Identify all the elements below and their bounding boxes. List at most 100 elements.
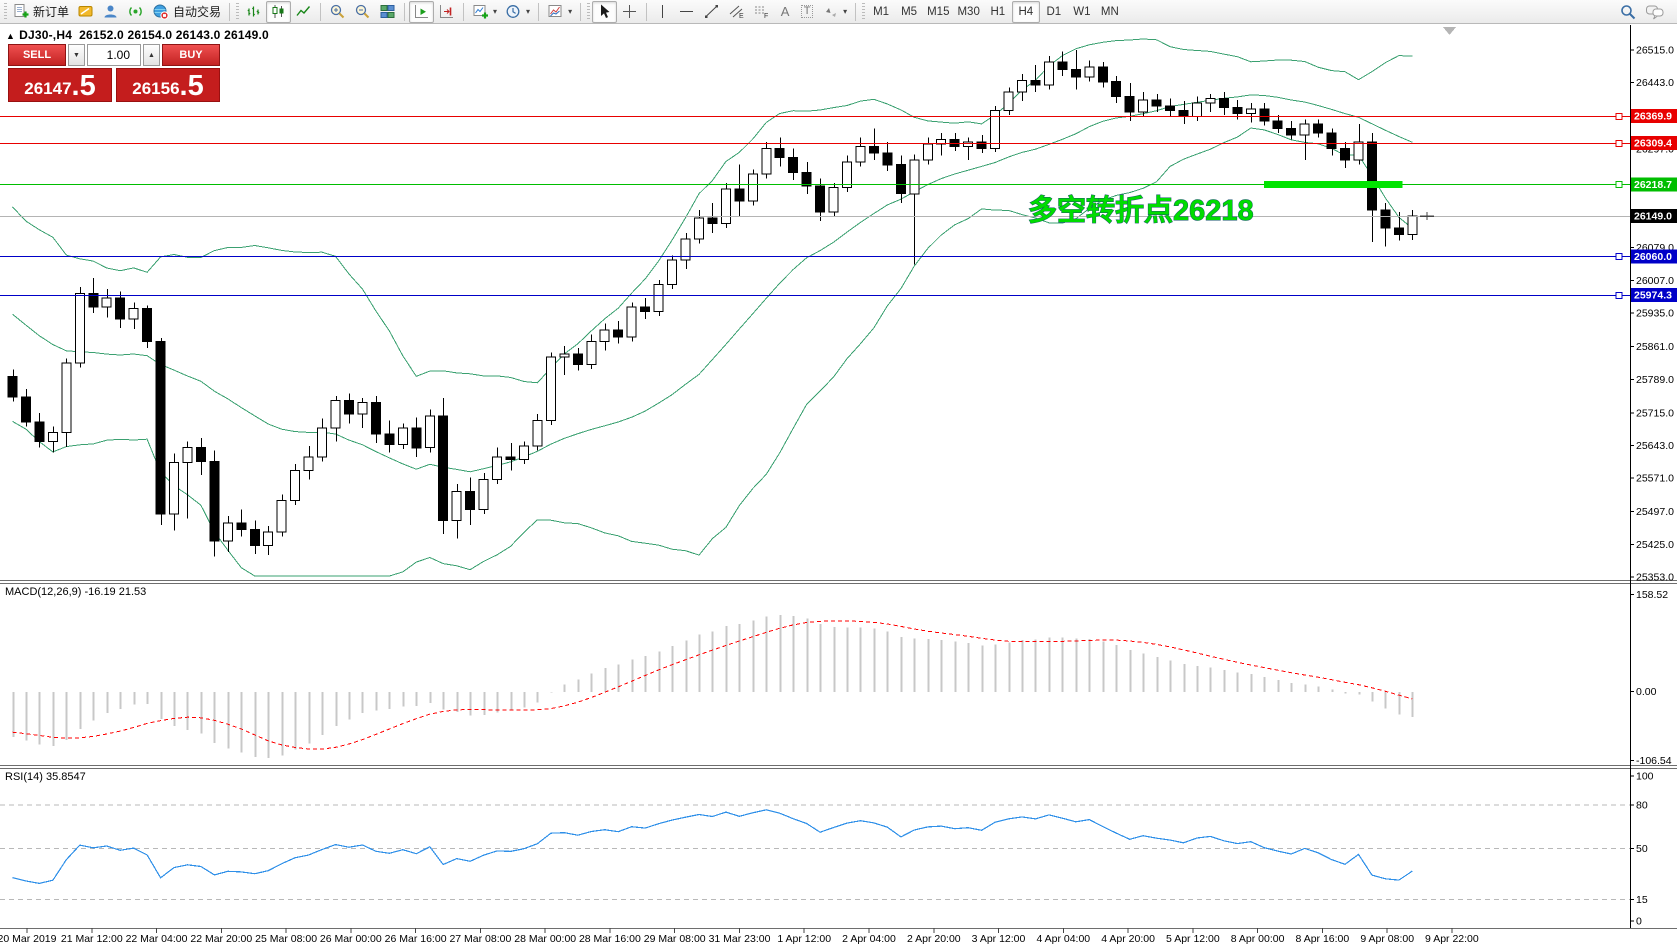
date-tick-label: 22 Mar 04:00 bbox=[126, 933, 188, 945]
horizontal-line-button[interactable] bbox=[674, 1, 699, 23]
price-tick-label: 26007.0 bbox=[1636, 275, 1674, 287]
level-line-anchor[interactable] bbox=[1615, 181, 1623, 188]
date-tick-label: 2 Apr 04:00 bbox=[842, 933, 896, 945]
timeframe-button-M1[interactable]: M1 bbox=[867, 1, 895, 23]
candle bbox=[438, 415, 449, 521]
candle bbox=[209, 460, 220, 542]
volume-down-button[interactable]: ▼ bbox=[68, 44, 85, 66]
candle bbox=[276, 499, 287, 533]
chart-shift-button[interactable] bbox=[434, 1, 459, 23]
candle bbox=[397, 427, 408, 446]
timeframe-button-MN[interactable]: MN bbox=[1096, 1, 1124, 23]
text-label-button[interactable]: T bbox=[796, 1, 818, 23]
timeframe-button-M30[interactable]: M30 bbox=[953, 1, 983, 23]
price-tick-label: 26515.0 bbox=[1636, 45, 1674, 57]
sell-button[interactable]: SELL bbox=[8, 44, 66, 66]
date-tick-label: 2 Apr 20:00 bbox=[907, 933, 961, 945]
timeframe-button-M5[interactable]: M5 bbox=[895, 1, 923, 23]
auto-scroll-icon bbox=[415, 5, 429, 18]
metaeditor-button[interactable] bbox=[73, 1, 98, 23]
buy-price[interactable]: 26156.5 bbox=[116, 68, 220, 102]
buy-button[interactable]: BUY bbox=[162, 44, 220, 66]
rsi-line bbox=[12, 809, 1413, 885]
zoom-in-button[interactable] bbox=[325, 1, 350, 23]
timeframe-button-H1[interactable]: H1 bbox=[984, 1, 1012, 23]
templates-button[interactable]: ▾ bbox=[543, 1, 576, 23]
horizontal-line-icon bbox=[680, 11, 694, 12]
candle bbox=[236, 522, 247, 530]
candle bbox=[963, 141, 974, 148]
templates-icon bbox=[548, 5, 562, 17]
price-tick-label: 26443.0 bbox=[1636, 77, 1674, 89]
candle bbox=[922, 143, 933, 161]
level-line-anchor[interactable] bbox=[1615, 253, 1623, 260]
candle bbox=[128, 308, 139, 320]
macd-scale-label: 158.52 bbox=[1636, 589, 1668, 601]
level-line-anchor[interactable] bbox=[1615, 140, 1623, 147]
volume-up-button[interactable]: ▲ bbox=[143, 44, 160, 66]
candle bbox=[855, 146, 866, 163]
candle bbox=[734, 188, 745, 202]
cursor-button[interactable] bbox=[592, 0, 618, 23]
candle bbox=[626, 306, 637, 338]
candle bbox=[478, 479, 489, 510]
price-chart-canvas[interactable]: 多空转折点2621826515.026443.026297.026079.026… bbox=[0, 24, 1677, 948]
timeframe-button-M15[interactable]: M15 bbox=[923, 1, 953, 23]
line-chart-button[interactable] bbox=[291, 1, 316, 23]
new-order-button[interactable]: 新订单 bbox=[9, 1, 73, 23]
date-tick-label: 29 Mar 08:00 bbox=[644, 933, 706, 945]
price-badge-label: 26218.7 bbox=[1634, 179, 1672, 191]
equidistant-channel-button[interactable]: E bbox=[724, 1, 749, 23]
search-button[interactable] bbox=[1615, 1, 1641, 23]
tile-windows-button[interactable] bbox=[375, 1, 400, 23]
timeframe-button-H4[interactable]: H4 bbox=[1011, 0, 1040, 23]
new-chart-icon bbox=[473, 5, 489, 19]
toolbar-right bbox=[1615, 1, 1675, 23]
text-icon: A bbox=[780, 4, 790, 19]
highlight-trend-segment[interactable] bbox=[1263, 180, 1403, 188]
bollinger-lower-band bbox=[12, 127, 1413, 577]
price-tick-label: 25789.0 bbox=[1636, 374, 1674, 386]
level-line-anchor[interactable] bbox=[1615, 292, 1623, 299]
crosshair-button[interactable] bbox=[617, 1, 642, 23]
autotrading-button[interactable]: 自动交易 bbox=[148, 1, 225, 23]
candles bbox=[7, 50, 1418, 557]
signals-button[interactable] bbox=[123, 1, 148, 23]
metaeditor-icon bbox=[78, 6, 93, 17]
candle bbox=[155, 341, 166, 515]
volume-input[interactable] bbox=[87, 44, 141, 66]
candle bbox=[532, 420, 543, 447]
candle bbox=[1205, 98, 1216, 104]
timeframe-button-W1[interactable]: W1 bbox=[1068, 1, 1096, 23]
candle bbox=[1407, 215, 1418, 236]
level-line-anchor[interactable] bbox=[1615, 113, 1623, 120]
timeframe-button-D1[interactable]: D1 bbox=[1040, 1, 1068, 23]
new-chart-button[interactable]: ▾ bbox=[468, 1, 501, 23]
price-badge bbox=[1631, 249, 1677, 264]
arrows-button[interactable]: ▾ bbox=[818, 1, 851, 23]
auto-scroll-button[interactable] bbox=[409, 0, 435, 23]
text-button[interactable]: A bbox=[774, 1, 796, 23]
community-icon bbox=[104, 5, 117, 18]
trendline-button[interactable] bbox=[699, 1, 724, 23]
fibonacci-icon: F bbox=[755, 6, 768, 20]
chart-shift-marker[interactable] bbox=[1443, 27, 1456, 35]
chart-window[interactable]: 多空转折点2621826515.026443.026297.026079.026… bbox=[0, 24, 1677, 948]
rsi-scale-label: 80 bbox=[1636, 800, 1648, 812]
candlestick-chart-button[interactable] bbox=[266, 0, 292, 23]
community-button[interactable] bbox=[98, 1, 123, 23]
periods-button[interactable]: ▾ bbox=[501, 1, 534, 23]
bar-chart-button[interactable] bbox=[241, 1, 266, 23]
candle bbox=[263, 531, 274, 547]
candle bbox=[195, 447, 206, 462]
price-badge-label: 26149.0 bbox=[1634, 211, 1672, 223]
candle bbox=[384, 433, 395, 446]
chat-button[interactable] bbox=[1641, 1, 1669, 23]
fibonacci-button[interactable]: F bbox=[749, 1, 774, 23]
zoom-out-button[interactable] bbox=[350, 1, 375, 23]
candle bbox=[1057, 61, 1068, 71]
macd-signal-line bbox=[12, 620, 1413, 750]
sell-price[interactable]: 26147.5 bbox=[8, 68, 112, 102]
candle bbox=[761, 147, 772, 175]
vertical-line-button[interactable] bbox=[651, 1, 674, 23]
